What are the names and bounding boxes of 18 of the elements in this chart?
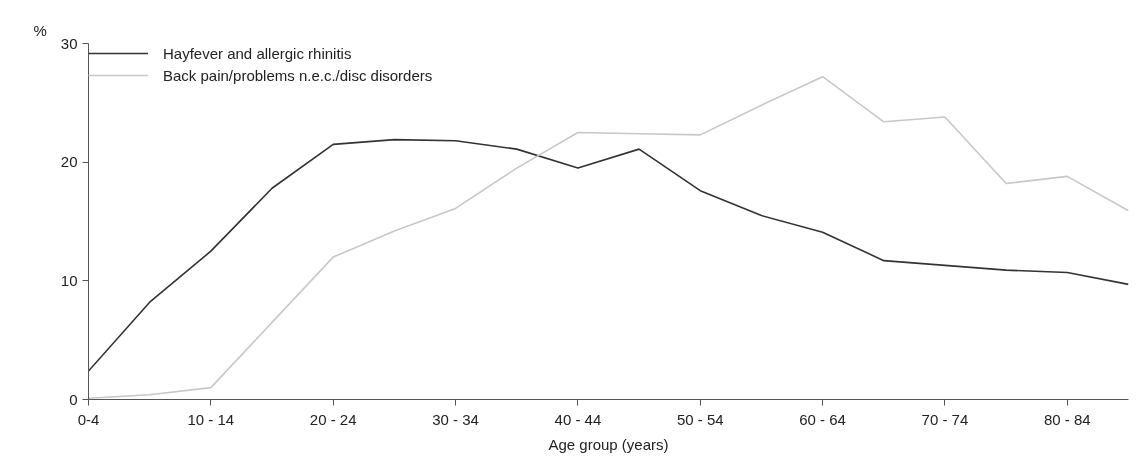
x-axis-title: Age group (years) (548, 435, 669, 453)
y-axis-title: % (33, 21, 47, 39)
legend-label: Back pain/problems n.e.c./disc disorders (163, 66, 433, 84)
line-series (88, 138, 1129, 372)
x-tick-label: 30 - 34 (432, 410, 479, 428)
x-tick-label: 50 - 54 (676, 410, 724, 428)
x-tick-label: 80 - 84 (1043, 410, 1091, 428)
x-tick-label: 70 - 74 (921, 410, 969, 428)
y-tick-label: 30 (60, 34, 78, 52)
x-tick-label: 0-4 (77, 410, 100, 428)
x-tick-label: 10 - 14 (187, 410, 235, 428)
y-tick-label: 20 (60, 153, 78, 171)
y-tick-label: 0 (69, 390, 78, 408)
y-tick-label: 10 (60, 271, 78, 289)
x-tick-label: 60 - 64 (799, 410, 846, 428)
legend-label: Hayfever and allergic rhinitis (163, 44, 352, 62)
x-tick-label: 20 - 24 (309, 410, 357, 428)
x-tick-label: 40 - 44 (554, 410, 602, 428)
